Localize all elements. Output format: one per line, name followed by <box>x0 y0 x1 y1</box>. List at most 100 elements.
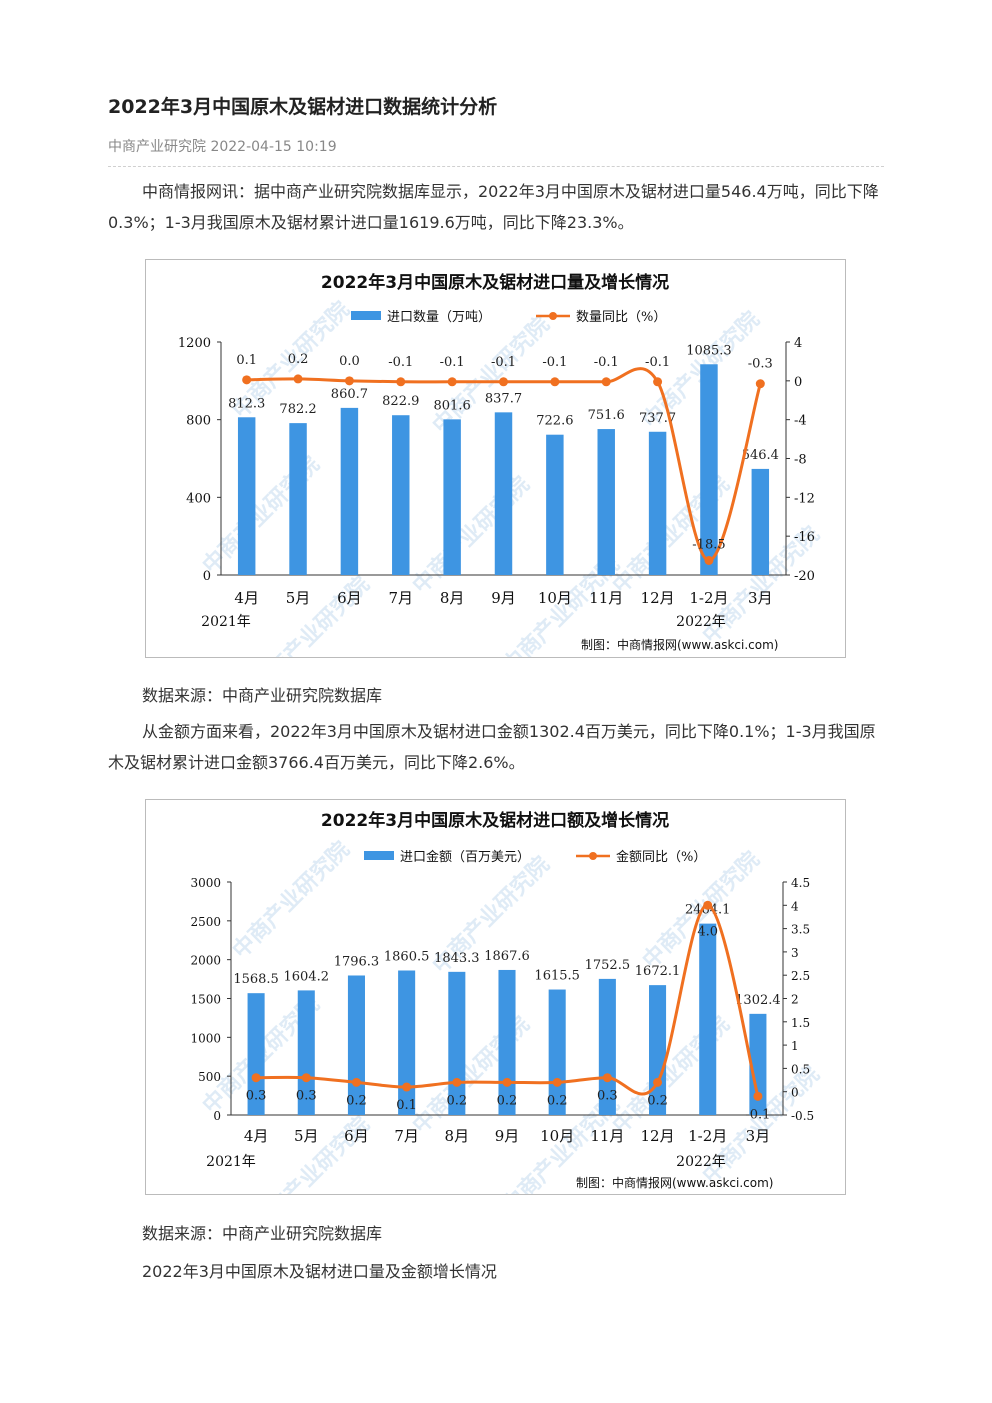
x-category-label: 9月 <box>495 1127 520 1145</box>
yoy-point <box>251 1073 261 1083</box>
yoy-value-label: 0.1 <box>236 353 257 368</box>
yoy-value-label: -0.3 <box>748 357 773 372</box>
yoy-point <box>552 1077 562 1087</box>
bar-value-label: 546.4 <box>742 448 779 463</box>
yoy-point <box>703 900 713 910</box>
yoy-point <box>601 377 611 387</box>
bar <box>749 1013 767 1115</box>
y-tick-label-left: 1500 <box>190 993 221 1007</box>
y-tick-label-right: 4 <box>794 336 802 351</box>
x-category-label: 11月 <box>590 1127 624 1145</box>
bar-value-label: 1672.1 <box>635 964 681 979</box>
watermark-text: 中商产业研究院 <box>247 571 374 657</box>
watermark-text: 中商产业研究院 <box>407 471 534 598</box>
bar <box>340 407 359 575</box>
year-label-2021: 2021年 <box>201 614 251 630</box>
yoy-point <box>602 1073 612 1083</box>
yoy-point <box>550 377 560 387</box>
x-category-label: 4月 <box>234 589 259 607</box>
bar-value-label: 1085.3 <box>686 343 732 358</box>
x-category-label: 8月 <box>445 1127 470 1145</box>
bar <box>237 417 256 575</box>
watermark-text: 中商产业研究院 <box>407 1011 534 1138</box>
bar-value-label: 1568.5 <box>233 972 279 987</box>
y-tick-label-right: -8 <box>794 453 807 468</box>
x-category-label: 12月 <box>640 1127 674 1145</box>
y-tick-label-left: 3000 <box>190 876 221 890</box>
yoy-value-label: 0.2 <box>647 1093 668 1108</box>
yoy-value-label: 0.2 <box>497 1093 518 1108</box>
yoy-value-label: 0.2 <box>446 1093 467 1108</box>
watermark-text: 中商产业研究院 <box>247 1111 374 1194</box>
bar-value-label: 812.3 <box>228 396 265 411</box>
paragraph-volume: 中商情报网讯：据中商产业研究院数据库显示，2022年3月中国原木及锯材进口量54… <box>108 182 879 232</box>
bar <box>448 971 466 1115</box>
y-tick-label-left: 0 <box>213 1109 221 1123</box>
y-tick-label-right: -4 <box>794 414 807 429</box>
bar-value-label: 782.2 <box>279 402 316 417</box>
y-tick-label-left: 800 <box>186 414 211 429</box>
bar <box>700 364 718 575</box>
divider <box>108 166 884 167</box>
x-category-label: 11月 <box>589 589 623 607</box>
y-tick-label-right: 1 <box>791 1039 799 1053</box>
bar-value-label: 801.6 <box>434 398 471 413</box>
yoy-point <box>447 377 457 387</box>
yoy-value-label: 4.0 <box>697 924 718 939</box>
yoy-value-label: 0.3 <box>597 1089 618 1104</box>
y-tick-label-right: 0.5 <box>791 1062 810 1076</box>
x-category-label: 10月 <box>540 1127 574 1145</box>
bar-value-label: 722.6 <box>536 414 573 429</box>
yoy-value-label: 0.0 <box>339 354 360 369</box>
y-tick-label-right: 4.5 <box>791 876 810 890</box>
bar-value-label: 860.7 <box>331 387 368 402</box>
bar <box>699 923 717 1115</box>
year-label-2022: 2022年 <box>676 614 726 630</box>
y-tick-label-right: -20 <box>794 569 815 584</box>
y-tick-label-left: 1200 <box>178 336 211 351</box>
yoy-value-label: -0.1 <box>440 355 465 370</box>
yoy-point <box>704 555 714 565</box>
x-category-label: 3月 <box>748 589 773 607</box>
paragraph-value: 从金额方面来看，2022年3月中国原木及锯材进口金额1302.4百万美元，同比下… <box>108 722 876 772</box>
yoy-value-label: 0.2 <box>547 1093 568 1108</box>
x-category-label: 6月 <box>337 589 362 607</box>
yoy-value-label: 0.3 <box>296 1089 317 1104</box>
yoy-point <box>499 377 508 387</box>
yoy-point <box>452 1077 462 1087</box>
x-category-label: 5月 <box>286 589 311 607</box>
x-category-label: 12月 <box>641 589 675 607</box>
legend-line-marker <box>589 852 597 860</box>
year-label-2022: 2022年 <box>676 1154 726 1170</box>
bar-value-label: 1860.5 <box>384 950 430 965</box>
yoy-value-label: -0.1 <box>745 1107 770 1122</box>
x-category-label: 4月 <box>244 1127 269 1145</box>
y-tick-label-right: 4 <box>791 899 799 913</box>
yoy-point <box>653 1077 663 1087</box>
y-tick-label-right: 1.5 <box>791 1016 810 1030</box>
bar <box>597 429 615 575</box>
legend-bar-swatch <box>364 851 394 860</box>
chart-volume: 中商产业研究院 中商产业研究院 中商产业研究院 中商产业研究院 中商产业研究院 中商产业研… <box>145 259 846 658</box>
x-category-label: 5月 <box>294 1127 319 1145</box>
article-meta: 中商产业研究院 2022-04-15 10:19 <box>108 139 337 155</box>
yoy-point <box>351 1077 361 1087</box>
bar <box>289 423 307 575</box>
bar-value-label: 1796.3 <box>334 954 380 969</box>
bar-value-label: 1843.3 <box>434 951 480 966</box>
bar-value-label: 837.7 <box>485 391 522 406</box>
bar-value-label: 2464.1 <box>685 903 731 918</box>
yoy-point <box>301 1073 311 1083</box>
y-tick-label-right: 0 <box>794 375 802 390</box>
bar <box>443 419 461 575</box>
bar <box>546 434 564 575</box>
yoy-value-label: 0.2 <box>288 352 309 367</box>
y-tick-label-left: 1000 <box>190 1031 221 1045</box>
legend-line-label: 数量同比（%） <box>576 310 666 325</box>
bar <box>751 468 770 575</box>
year-label-2021: 2021年 <box>206 1154 256 1170</box>
bar-value-label: 751.6 <box>588 408 625 423</box>
y-tick-label-right: -0.5 <box>791 1109 814 1123</box>
